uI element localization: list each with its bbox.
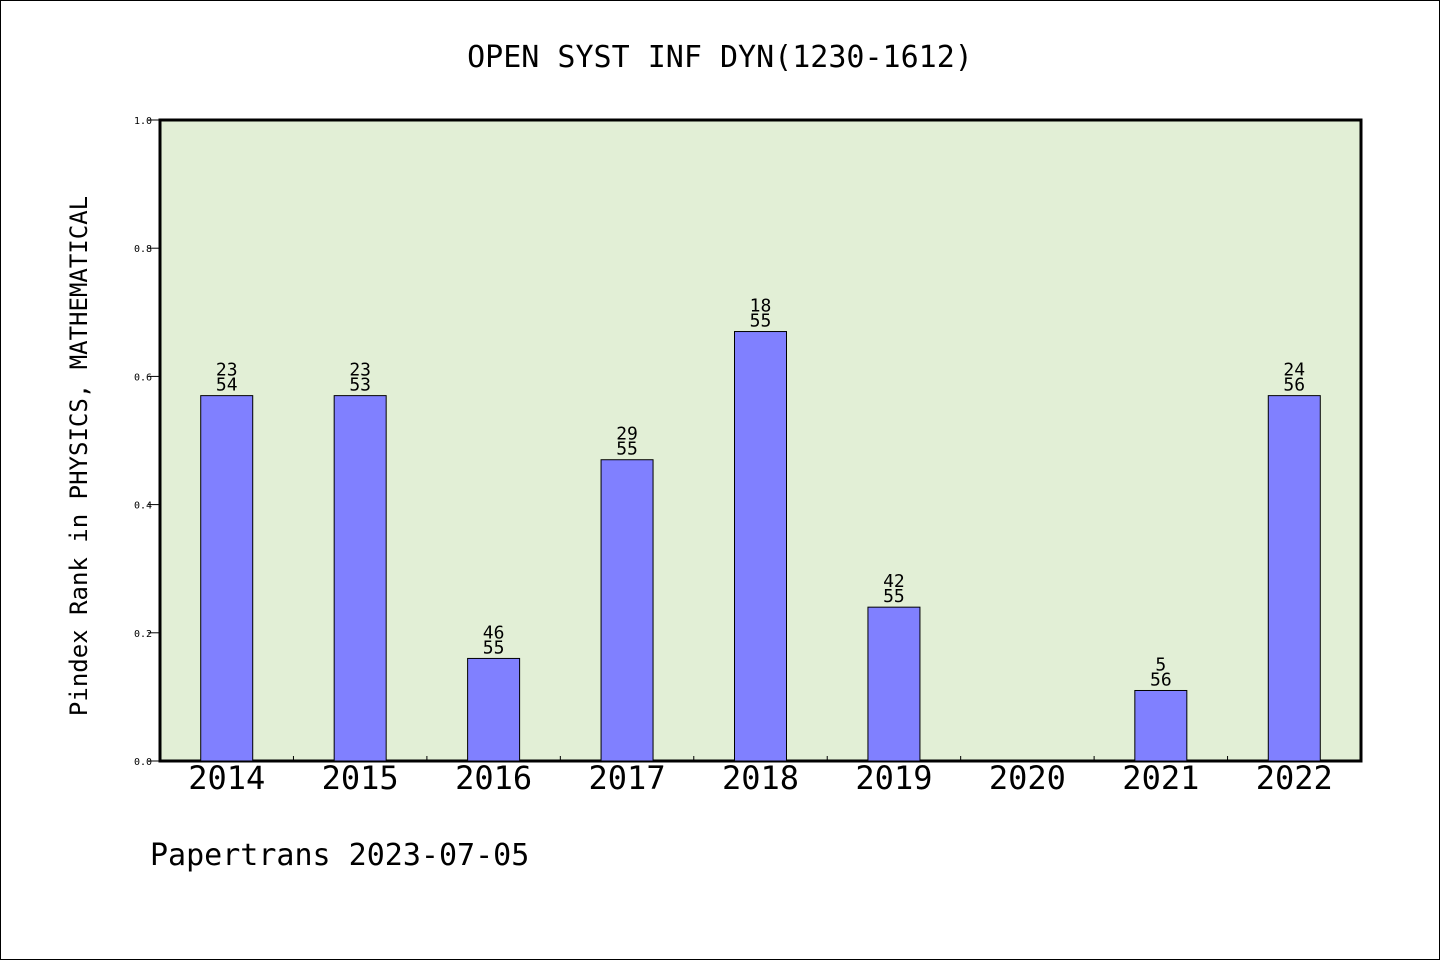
bar-label-total: 55 xyxy=(616,439,638,460)
bar-label-total: 56 xyxy=(1283,375,1305,396)
bar-label-total: 53 xyxy=(349,375,371,396)
bar-label-rank: 23 xyxy=(349,360,371,381)
bar-label-rank: 23 xyxy=(216,360,238,381)
bar-label-total: 55 xyxy=(750,311,772,332)
y-axis-label: Pindex Rank in PHYSICS, MATHEMATICAL xyxy=(65,196,93,716)
bar xyxy=(1267,395,1321,762)
x-tick-label: 2020 xyxy=(989,759,1066,797)
x-tick-label: 2017 xyxy=(589,759,666,797)
bar-label-total: 56 xyxy=(1150,669,1172,690)
bar xyxy=(467,657,521,762)
x-tick-label: 2019 xyxy=(855,759,932,797)
bar-label-total: 54 xyxy=(216,375,238,396)
bar xyxy=(734,331,787,762)
y-tick-label: 0.6 xyxy=(134,372,152,383)
y-tick-label: 0.2 xyxy=(134,629,152,640)
bar-label-rank: 42 xyxy=(883,571,905,592)
bar-label-total: 55 xyxy=(483,637,505,658)
bar-label-rank: 46 xyxy=(483,622,505,643)
x-tick-label: 2015 xyxy=(322,759,399,797)
bar-label-rank: 29 xyxy=(616,424,638,445)
bar-label-rank: 24 xyxy=(1283,360,1305,381)
x-tick-label: 2016 xyxy=(455,759,532,797)
y-tick-label: 1.0 xyxy=(134,116,152,127)
x-tick-label: 2022 xyxy=(1256,759,1333,797)
y-tick-label: 0.8 xyxy=(134,244,152,255)
footer-text: Papertrans 2023-07-05 xyxy=(150,838,529,873)
chart-title: OPEN SYST INF DYN(1230-1612) xyxy=(467,40,973,75)
bar-label-total: 55 xyxy=(883,586,905,607)
bar-label-rank: 18 xyxy=(750,296,772,317)
bar xyxy=(600,459,654,762)
x-tick-label: 2014 xyxy=(188,759,265,797)
y-tick-label: 0.0 xyxy=(134,757,152,768)
bar xyxy=(1134,689,1188,762)
bar xyxy=(200,395,254,762)
bar-label-rank: 5 xyxy=(1155,654,1166,675)
bar xyxy=(867,606,921,762)
x-tick-label: 2021 xyxy=(1122,759,1199,797)
y-tick-label: 0.4 xyxy=(134,501,152,512)
x-tick-label: 2018 xyxy=(722,759,799,797)
bar xyxy=(333,395,387,762)
